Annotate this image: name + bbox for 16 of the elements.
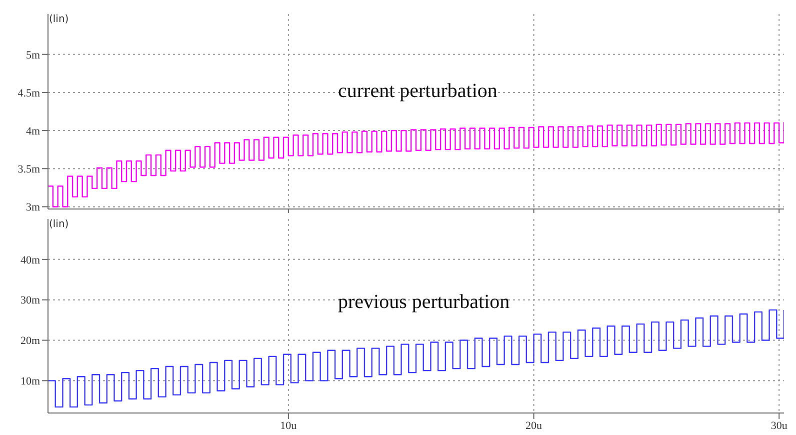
annotation: (lin) [49, 219, 69, 230]
x-tick-label: 20u [526, 420, 543, 432]
y-tick-label: 3m [26, 202, 40, 214]
annotation: (lin) [49, 14, 69, 25]
y-tick-label: 20m [20, 335, 40, 348]
y-tick-label: 4m [26, 125, 40, 138]
y-tick-label: 10m [20, 376, 40, 388]
y-tick-label: 5m [26, 49, 40, 62]
y-tick-label: 40m [20, 254, 40, 266]
y-tick-label: 4.5m [18, 87, 40, 100]
annotation: previous perturbation [338, 290, 510, 314]
y-tick-label: 3.5m [18, 164, 40, 176]
y-tick-label: 30m [20, 294, 40, 307]
x-tick-label: 30u [770, 420, 788, 432]
x-tick-label: 10u [280, 420, 298, 432]
annotation: current perturbation [338, 80, 498, 103]
